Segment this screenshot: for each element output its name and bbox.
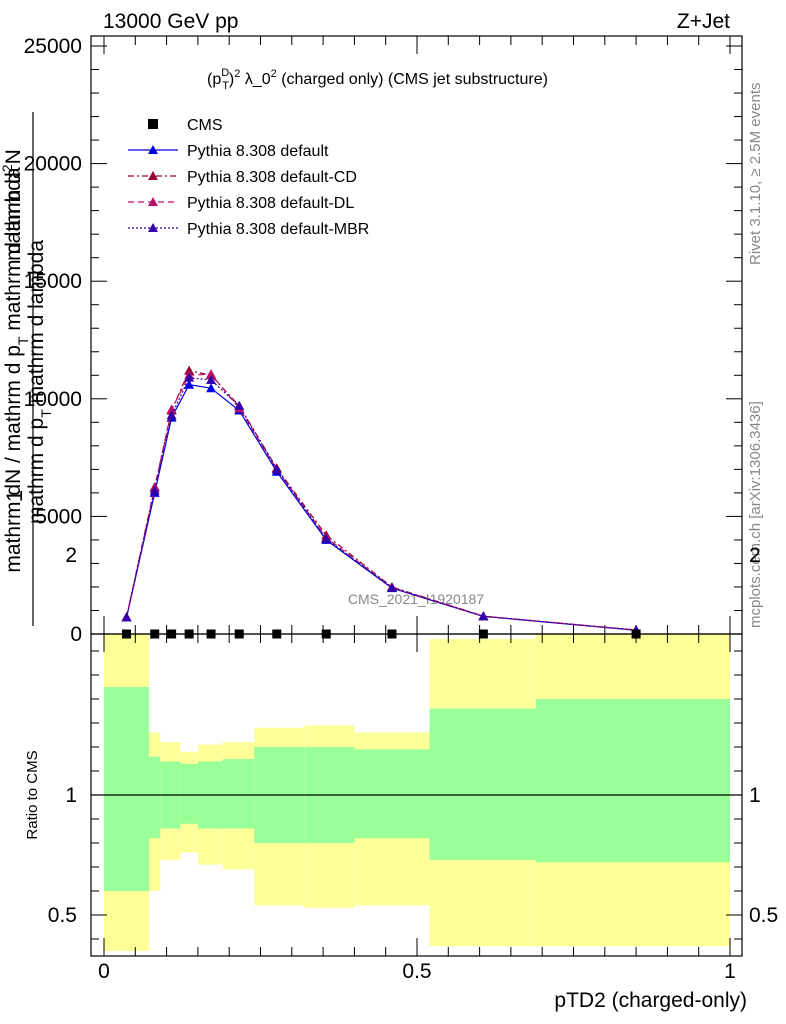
y-label-denominator-outer: mathrm dN / mathrm d pT mathrm d lambda: [2, 167, 31, 573]
legend-entry-label: CMS: [187, 117, 223, 134]
series-point-0: [206, 383, 217, 393]
inner-band-5: [222, 759, 255, 829]
legend-marker-triangle: [148, 223, 158, 232]
axes-ticks: [91, 36, 742, 956]
x-tick-label: 0.5: [402, 960, 431, 983]
series-point-0: [184, 379, 195, 389]
mcplots-label: mcplots.cern.ch [arXiv:1306.3436]: [747, 401, 764, 628]
x-axis-label: pTD2 (charged-only): [554, 989, 747, 1012]
main-y-tick-label: 15000: [24, 270, 82, 293]
header-process-label: Z+Jet: [677, 10, 730, 33]
series-point-3: [184, 372, 195, 382]
rivet-version-label: Rivet 3.1.10, ≥ 2.5M events: [747, 83, 764, 266]
cms-data-point: [150, 629, 160, 639]
cms-data-markers: [122, 629, 641, 639]
legend-marker-triangle: [148, 197, 158, 206]
y-label-one: 1: [2, 490, 27, 502]
legend-entry-label: Pythia 8.308 default-MBR: [187, 221, 369, 238]
legend: CMS Pythia 8.308 default Pythia 8.308 defa…: [128, 117, 369, 238]
cms-data-point: [206, 629, 216, 639]
series-point-3: [166, 410, 177, 420]
cms-data-point: [234, 629, 244, 639]
ratio-y-tick-labels: 0.5 0.5 1 1 2 2: [48, 544, 778, 927]
inner-band-10: [535, 699, 730, 863]
main-y-tick-label: 0: [70, 623, 82, 646]
legend-marker-triangle: [148, 145, 158, 154]
mc-series: [121, 365, 642, 635]
ratio-y-tick-label-right: 0.5: [749, 904, 778, 927]
cms-data-point: [478, 629, 488, 639]
cms-data-point: [631, 629, 641, 639]
ratio-uncertainty-bands: [91, 634, 742, 951]
series-point-3: [386, 582, 397, 592]
main-y-tick-label: 20000: [24, 153, 82, 176]
ratio-y-tick-label-right: 1: [749, 784, 761, 807]
series-point-2: [206, 369, 217, 379]
y-label-numerator-outer: mathrm d2N: [0, 149, 25, 261]
main-y-tick-labels: 0 5000 10000 15000 20000 25000: [24, 35, 82, 646]
ratio-y-tick-label-left: 0.5: [48, 904, 77, 927]
series-line-2: [125, 373, 637, 631]
series-point-1: [184, 365, 195, 375]
inner-band-8: [354, 749, 430, 839]
main-y-tick-label: 10000: [24, 388, 82, 411]
svg-text:(pDT)2 λ_02 (charged only) (CM: (pD T)2 λ_02 (charged only) (CMS jet subs…: [207, 67, 548, 92]
series-point-3: [206, 374, 217, 384]
cms-data-point: [272, 629, 282, 639]
cms-data-point: [321, 629, 331, 639]
ratio-y-axis-label: Ratio to CMS: [24, 750, 41, 839]
ratio-y-tick-label-left: 1: [65, 784, 77, 807]
series-point-2: [166, 404, 177, 414]
series-point-3: [478, 611, 489, 621]
legend-marker-cms: [148, 119, 158, 129]
main-y-tick-label: 25000: [24, 35, 82, 58]
ratio-y-tick-label-right: 2: [749, 544, 761, 567]
x-tick-labels: 0 0.5 1: [98, 960, 736, 983]
main-plot-title: (pD T)2 λ_02 (charged only) (CMS jet subs…: [207, 67, 548, 92]
inner-band-3: [180, 763, 198, 824]
series-point-3: [271, 464, 282, 474]
legend-entry-label: Pythia 8.308 default: [187, 143, 329, 160]
cms-data-point: [167, 629, 177, 639]
cms-data-point: [122, 629, 132, 639]
series-point-3: [321, 533, 332, 543]
x-tick-label: 1: [724, 960, 736, 983]
series-point-3: [234, 400, 245, 410]
ratio-y-tick-label-left: 2: [65, 544, 77, 567]
series-point-3: [121, 612, 132, 622]
analysis-watermark: CMS_2021_I1920187: [348, 591, 484, 607]
x-tick-label: 0: [98, 960, 110, 983]
legend-entry-label: Pythia 8.308 default-DL: [187, 195, 354, 212]
inner-band-1: [149, 756, 161, 839]
header-energy-label: 13000 GeV pp: [103, 10, 238, 33]
series-point-3: [149, 485, 160, 495]
inner-band-9: [429, 708, 536, 860]
y-label-numerator-inner: mathrm d pT mathrm d lambda: [25, 240, 54, 524]
cms-data-point: [387, 629, 397, 639]
cms-data-point: [184, 629, 194, 639]
main-y-axis-label: 1 mathrm dN / mathrm d pT mathrm d lambd…: [0, 112, 54, 626]
main-y-tick-label: 5000: [35, 505, 82, 528]
inner-band-0: [104, 687, 150, 891]
legend-entry-label: Pythia 8.308 default-CD: [187, 169, 357, 186]
legend-marker-triangle: [148, 171, 158, 180]
